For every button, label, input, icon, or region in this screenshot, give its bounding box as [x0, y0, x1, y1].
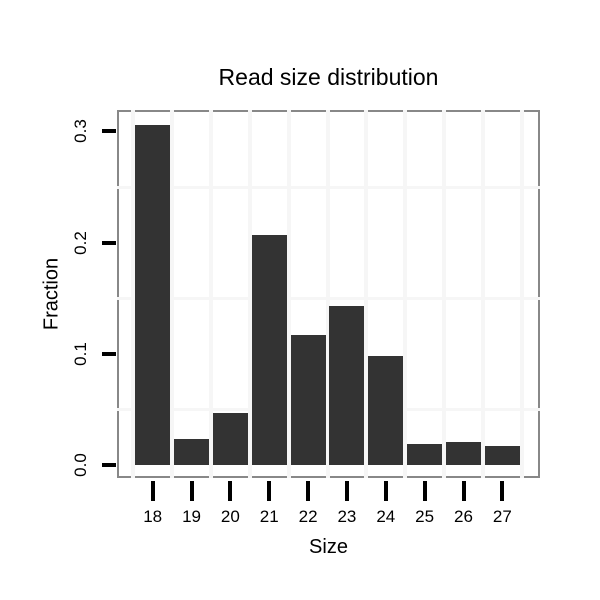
bar-size-24 [368, 356, 404, 465]
x-axis-tick [189, 481, 194, 501]
y-axis-tick [102, 240, 116, 245]
y-axis-tick [102, 129, 116, 134]
x-tick-label: 24 [376, 507, 396, 526]
vertical-gridline [325, 110, 330, 478]
horizontal-gridline [117, 296, 540, 300]
vertical-gridline [170, 110, 175, 478]
x-axis-tick [500, 481, 505, 501]
bar-size-26 [446, 441, 481, 465]
x-tick-label: 26 [454, 507, 473, 526]
x-axis-tick [344, 481, 349, 501]
x-tick-label: 21 [259, 507, 279, 526]
plot-panel [117, 110, 540, 478]
bar-size-19 [174, 439, 210, 465]
y-axis-tick [102, 351, 116, 356]
y-tick-label: 0.0 [71, 453, 90, 477]
horizontal-gridline [117, 407, 540, 411]
x-axis-tick [228, 481, 233, 501]
x-tick-label: 27 [492, 507, 512, 526]
x-axis-tick [150, 481, 155, 501]
y-tick-label: 0.2 [71, 230, 90, 255]
chart-title: Read size distribution [218, 64, 439, 90]
x-axis-tick [461, 481, 466, 501]
vertical-gridline [286, 110, 291, 478]
bar-size-25 [407, 443, 443, 465]
bar-size-18 [135, 124, 171, 465]
x-axis-tick [383, 481, 388, 501]
bar-size-20 [212, 412, 248, 465]
horizontal-gridline [117, 185, 540, 189]
x-axis-tick [422, 481, 427, 501]
y-axis-title: Fraction [40, 257, 63, 331]
x-axis-tick [267, 481, 272, 501]
y-tick-label: 0.1 [71, 341, 90, 366]
x-tick-label: 25 [415, 507, 435, 526]
x-axis-tick [306, 481, 311, 501]
bar-size-27 [484, 446, 520, 465]
vertical-gridline [442, 110, 447, 478]
bar-size-21 [251, 234, 287, 465]
plot-area [117, 110, 540, 478]
x-tick-label: 18 [143, 507, 163, 526]
vertical-gridline [403, 110, 408, 478]
vertical-gridline [208, 110, 213, 478]
x-axis-title: Size [309, 536, 348, 558]
x-tick-label: 22 [298, 507, 318, 526]
vertical-gridline [480, 110, 485, 478]
bar-size-23 [329, 305, 365, 465]
y-tick-label: 0.3 [71, 119, 90, 144]
bar-size-22 [290, 334, 326, 465]
x-tick-label: 23 [337, 507, 357, 526]
vertical-gridline [519, 110, 524, 478]
vertical-gridline [131, 110, 136, 478]
x-tick-label: 20 [220, 507, 240, 526]
y-axis-tick [102, 463, 116, 467]
vertical-gridline [364, 110, 369, 478]
x-tick-label: 19 [182, 507, 201, 526]
vertical-gridline [247, 110, 252, 478]
